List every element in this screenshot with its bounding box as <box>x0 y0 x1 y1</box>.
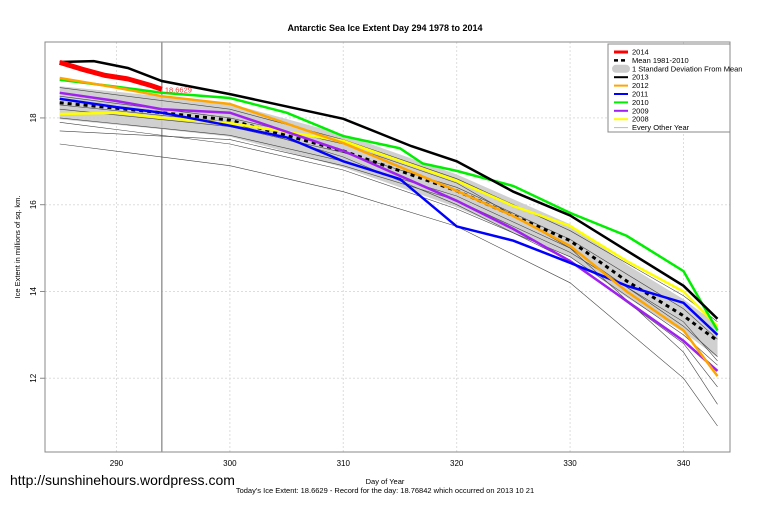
legend-label: 2013 <box>632 73 649 82</box>
x-tick-label: 290 <box>110 459 124 468</box>
legend-label: 2009 <box>632 106 649 115</box>
x-tick-label: 310 <box>337 459 351 468</box>
legend-label: 1 Standard Deviation From Mean <box>632 64 742 73</box>
legend-label: Every Other Year <box>632 123 690 132</box>
subtitle: Today's Ice Extent: 18.6629 - Record for… <box>236 486 534 495</box>
axis-ticks: 290 300 310 320 330 340 12 14 16 18 <box>29 113 691 468</box>
series-line-2009 <box>59 91 719 372</box>
legend-label: 2011 <box>632 90 648 99</box>
series-line-2011 <box>59 97 719 336</box>
y-tick-label: 16 <box>29 200 38 209</box>
y-axis-label: Ice Extent in millions of sq. km. <box>13 196 22 299</box>
legend-label: 2012 <box>632 81 649 90</box>
y-tick-label: 14 <box>29 286 38 295</box>
y-tick-label: 18 <box>29 113 38 122</box>
series-line-2012 <box>59 76 719 377</box>
legend-label: 2010 <box>632 98 649 107</box>
mean-line-group <box>59 101 719 343</box>
series-line-2013 <box>59 59 719 320</box>
other-year-line <box>59 117 718 405</box>
legend-box <box>607 43 731 133</box>
other-year-line <box>59 87 718 323</box>
y-tick-label: 12 <box>29 373 38 382</box>
series-line-2008 <box>59 111 719 328</box>
other-year-line <box>59 95 718 357</box>
mean-line <box>59 101 719 343</box>
x-tick-label: 330 <box>563 459 577 468</box>
plot-frame <box>44 41 731 453</box>
other-year-line <box>59 122 718 366</box>
chart-title: Antarctic Sea Ice Extent Day 294 1978 to… <box>287 23 482 33</box>
legend-label: Mean 1981-2010 <box>632 56 689 65</box>
x-tick-label: 300 <box>223 459 237 468</box>
x-axis-label: Day of Year <box>366 477 405 486</box>
legend-label: 2008 <box>632 115 649 124</box>
series-line-2014 <box>58 60 163 92</box>
current-value-label: 18.6629 <box>165 85 192 94</box>
legend-label: 2014 <box>632 48 649 57</box>
other-year-line <box>59 108 718 340</box>
x-tick-label: 340 <box>677 459 691 468</box>
series-line-2010 <box>59 78 719 332</box>
legend-swatch <box>612 64 630 73</box>
series-lines <box>58 59 719 377</box>
watermark: http://sunshinehours.wordpress.com <box>10 472 235 488</box>
x-tick-label: 320 <box>450 459 464 468</box>
